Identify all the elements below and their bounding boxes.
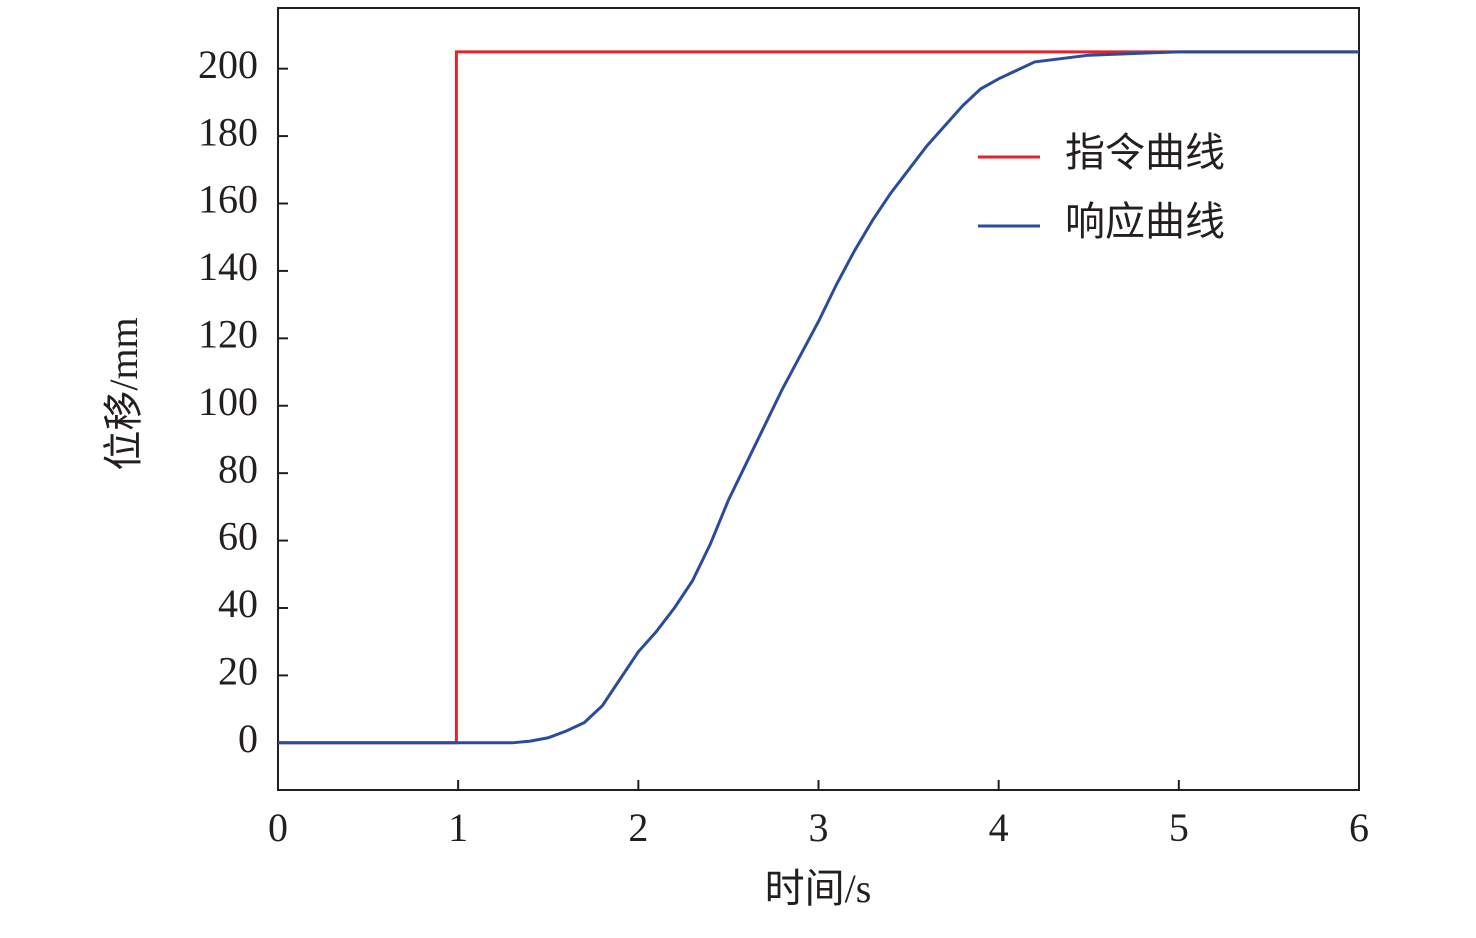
y-axis-label: 位移/mm (101, 317, 146, 470)
x-tick-label: 5 (1169, 805, 1189, 850)
plot-frame (277, 7, 1360, 791)
y-tick-label: 120 (198, 311, 258, 356)
y-tick-label: 200 (198, 42, 258, 87)
x-tick-label: 3 (809, 805, 829, 850)
y-tick-label: 140 (198, 244, 258, 289)
y-tick-label: 180 (198, 109, 258, 154)
x-tick-label: 6 (1349, 805, 1369, 850)
y-tick-label: 80 (218, 446, 258, 491)
x-tick-label: 4 (989, 805, 1009, 850)
y-tick-label: 100 (198, 379, 258, 424)
x-tick-label: 0 (268, 805, 288, 850)
y-tick-label: 0 (238, 716, 258, 761)
legend-label: 指令曲线 (1065, 130, 1225, 175)
y-tick-label: 20 (218, 649, 258, 694)
series-line (278, 50, 1359, 745)
y-tick-label: 40 (218, 581, 258, 626)
x-axis-label: 时间/s (765, 866, 872, 911)
y-tick-label: 160 (198, 177, 258, 222)
y-tick-label: 60 (218, 514, 258, 559)
x-tick-label: 1 (448, 805, 468, 850)
legend-label: 响应曲线 (1065, 199, 1225, 244)
x-tick-label: 2 (628, 805, 648, 850)
